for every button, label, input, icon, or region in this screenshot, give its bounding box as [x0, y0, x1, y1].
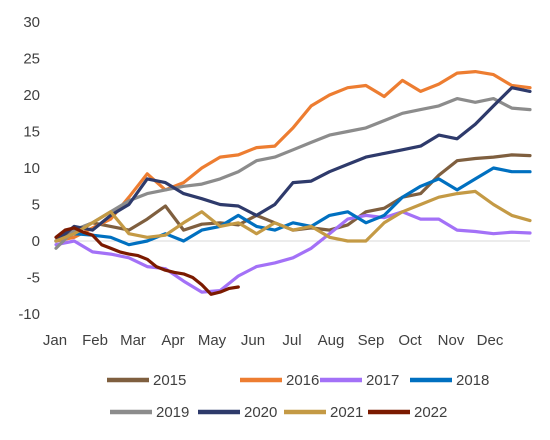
legend-item-2018: 2018	[410, 372, 489, 389]
y-tick-label: 0	[32, 233, 40, 250]
y-tick-label: 5	[32, 197, 40, 214]
y-tick-label: 30	[23, 14, 40, 31]
y-tick-label: 15	[23, 124, 40, 141]
x-tick-label: Mar	[120, 332, 146, 349]
legend-label: 2019	[156, 404, 189, 421]
y-axis: -10 -5 0 5 10 15 20 25 30	[18, 14, 40, 323]
legend-label: 2016	[286, 372, 319, 389]
series-line-2016	[54, 69, 532, 243]
x-tick-label: Jun	[241, 332, 265, 349]
legend-item-2021: 2021	[284, 404, 363, 421]
x-tick-label: Sep	[358, 332, 385, 349]
y-tick-label: -10	[18, 306, 40, 323]
legend-label: 2015	[153, 372, 186, 389]
legend-item-2017: 2017	[320, 372, 399, 389]
y-tick-label: 20	[23, 87, 40, 104]
legend-item-2022: 2022	[368, 404, 447, 421]
legend-label: 2020	[244, 404, 277, 421]
series-line-2017	[54, 210, 532, 294]
series-line-2019	[54, 96, 532, 250]
x-tick-label: Nov	[438, 332, 465, 349]
y-tick-label: 25	[23, 51, 40, 68]
legend-item-2019: 2019	[110, 404, 189, 421]
legend-label: 2021	[330, 404, 363, 421]
series-line-2021	[54, 189, 532, 243]
legend-label: 2018	[456, 372, 489, 389]
series-group	[54, 69, 532, 296]
x-tick-label: Oct	[398, 332, 422, 349]
x-tick-label: Jul	[282, 332, 301, 349]
x-tick-label: Apr	[161, 332, 184, 349]
y-tick-label: 10	[23, 160, 40, 177]
x-tick-label: May	[198, 332, 227, 349]
x-tick-label: Jan	[43, 332, 67, 349]
series-line-2018	[54, 166, 532, 247]
series-line-2022	[54, 226, 240, 296]
legend: 2015 2016 2017 2018 2019 2020 2021 2022	[107, 372, 489, 421]
x-tick-label: Feb	[82, 332, 108, 349]
y-tick-label: -5	[27, 270, 40, 287]
x-tick-label: Aug	[318, 332, 345, 349]
legend-item-2020: 2020	[198, 404, 277, 421]
legend-item-2016: 2016	[240, 372, 319, 389]
legend-item-2015: 2015	[107, 372, 186, 389]
legend-label: 2017	[366, 372, 399, 389]
x-axis: Jan Feb Mar Apr May Jun Jul Aug Sep Oct Nov Dec	[43, 332, 504, 349]
series-line-2020	[54, 86, 532, 243]
legend-label: 2022	[414, 404, 447, 421]
x-tick-label: Dec	[477, 332, 504, 349]
